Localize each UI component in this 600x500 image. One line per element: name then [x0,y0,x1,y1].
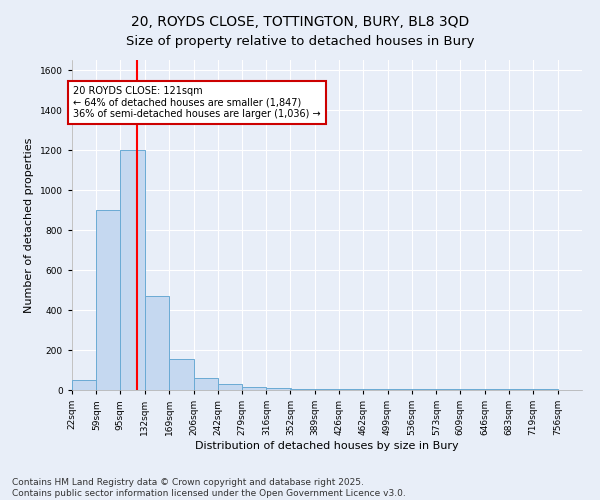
Bar [194,378,218,390]
Bar [169,359,194,390]
Bar [290,389,315,390]
Bar [242,387,266,390]
Text: 20, ROYDS CLOSE, TOTTINGTON, BURY, BL8 3QD: 20, ROYDS CLOSE, TOTTINGTON, BURY, BL8 3… [131,15,469,29]
Bar [218,384,242,390]
Bar [315,389,339,390]
Y-axis label: Number of detached properties: Number of detached properties [25,138,34,312]
Bar [72,380,97,390]
Bar [266,388,291,390]
X-axis label: Distribution of detached houses by size in Bury: Distribution of detached houses by size … [195,441,459,451]
Bar [97,210,121,390]
Bar [145,296,169,390]
Bar [120,150,145,390]
Text: 20 ROYDS CLOSE: 121sqm
← 64% of detached houses are smaller (1,847)
36% of semi-: 20 ROYDS CLOSE: 121sqm ← 64% of detached… [73,86,321,119]
Text: Size of property relative to detached houses in Bury: Size of property relative to detached ho… [126,35,474,48]
Text: Contains HM Land Registry data © Crown copyright and database right 2025.
Contai: Contains HM Land Registry data © Crown c… [12,478,406,498]
